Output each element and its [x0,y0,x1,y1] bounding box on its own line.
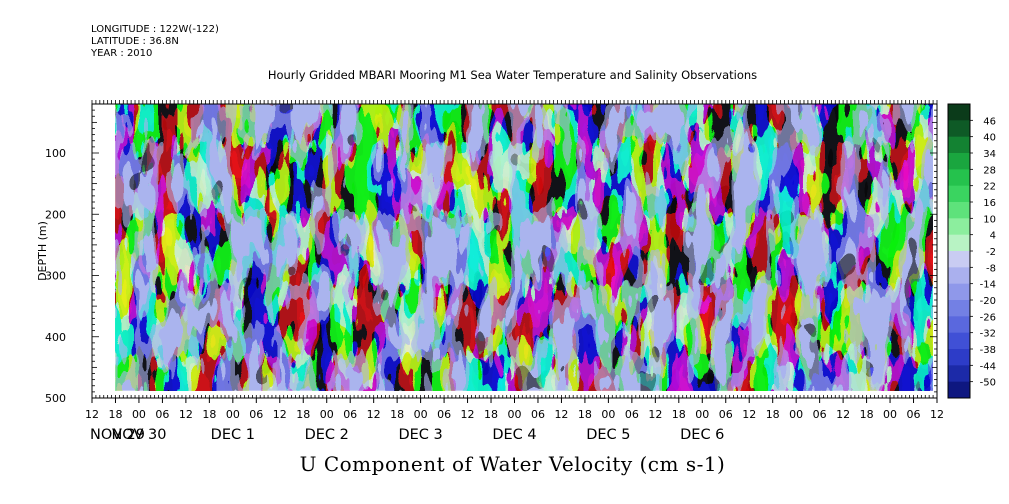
x-day-label: NOV 30 [111,427,166,443]
colorbar-label: -14 [980,280,996,291]
colorbar-segment [948,153,970,170]
y-tick-label: 200 [45,208,66,221]
colorbar-label: -32 [980,329,996,340]
x-hour-label: 06 [813,408,827,421]
x-hour-label: 12 [648,408,662,421]
x-hour-label: 12 [367,408,381,421]
colorbar-label: -26 [980,312,996,323]
colorbar-segment [948,185,970,203]
heatmap-green-layer [115,104,933,391]
x-hour-label: 00 [883,408,897,421]
colorbar-segment [948,120,970,138]
colorbar-label: -38 [980,345,996,356]
colorbar-segment [948,332,970,350]
colorbar-segment [948,365,970,383]
colorbar-label: -20 [980,296,996,307]
colorbar-label: 10 [983,214,996,225]
x-day-label: DEC 1 [211,427,255,443]
colorbar-segment [948,381,970,399]
x-day-label: DEC 3 [398,427,442,443]
x-hour-label: 12 [554,408,568,421]
colorbar-segment [948,349,970,366]
x-hour-label: 18 [766,408,780,421]
x-hour-label: 12 [85,408,99,421]
colorbar-label: 40 [983,133,996,144]
x-hour-label: 06 [155,408,169,421]
colorbar-segment [948,202,970,219]
x-hour-label: 12 [273,408,287,421]
x-hour-label: 06 [907,408,921,421]
x-hour-label: 06 [437,408,451,421]
colorbar-label: -44 [980,361,996,372]
x-hour-label: 00 [414,408,428,421]
x-hour-label: 00 [695,408,709,421]
colorbar-segment [948,218,970,236]
colorbar-segment [948,104,970,121]
chart-title: Hourly Gridded MBARI Mooring M1 Sea Wate… [267,68,758,82]
colorbar-segment [948,267,970,285]
x-hour-label: 18 [390,408,404,421]
colorbar-label: -50 [980,378,996,389]
year-label: YEAR : 2010 [91,48,153,59]
x-day-label: DEC 2 [305,427,349,443]
x-hour-label: 00 [601,408,615,421]
x-hour-label: 06 [719,408,733,421]
x-hour-label: 06 [249,408,263,421]
colorbar-segment [948,283,970,301]
x-day-label: DEC 5 [586,427,630,443]
colorbar-label: 22 [983,182,996,193]
x-hour-label: 18 [860,408,874,421]
y-tick-label: 300 [45,270,66,283]
x-hour-label: 18 [484,408,498,421]
colorbar-label: -2 [986,247,996,258]
x-day-label: NOV 29 [90,427,145,443]
x-day-label: DEC 6 [680,427,724,443]
x-hour-label: 06 [625,408,639,421]
x-hour-label: 00 [789,408,803,421]
x-hour-label: 18 [108,408,122,421]
x-hour-label: 12 [742,408,756,421]
colorbar-segment [948,234,970,252]
colorbar-label: 28 [983,165,996,176]
x-hour-label: 06 [343,408,357,421]
colorbar-segment [948,316,970,334]
colorbar-label: 34 [983,149,996,160]
y-axis-label: DEPTH (m) [36,221,49,281]
longitude-label: LONGITUDE : 122W(-122) [91,24,219,35]
x-hour-label: 12 [179,408,193,421]
x-hour-label: 18 [672,408,686,421]
x-hour-label: 18 [296,408,310,421]
colorbar-label: 16 [983,198,996,209]
x-hour-label: 12 [836,408,850,421]
x-axis-label: U Component of Water Velocity (cm s-1) [299,452,726,476]
y-tick-label: 500 [45,392,66,405]
colorbar-segment [948,136,970,154]
x-hour-label: 18 [202,408,216,421]
x-hour-label: 00 [226,408,240,421]
y-tick-label: 100 [45,147,66,160]
x-hour-label: 12 [930,408,944,421]
colorbar-label: 4 [990,231,996,242]
colorbar-segment [948,251,970,268]
x-hour-label: 00 [320,408,334,421]
latitude-label: LATITUDE : 36.8N [91,36,179,47]
x-hour-label: 00 [132,408,146,421]
x-hour-label: 18 [578,408,592,421]
colorbar-label: -8 [986,263,996,274]
x-hour-label: 12 [461,408,475,421]
colorbar-segment [948,300,970,317]
colorbar-segment [948,169,970,187]
x-hour-label: 00 [508,408,522,421]
y-tick-label: 400 [45,331,66,344]
colorbar-label: 46 [983,116,996,127]
x-hour-label: 06 [531,408,545,421]
x-day-label: DEC 4 [492,427,536,443]
